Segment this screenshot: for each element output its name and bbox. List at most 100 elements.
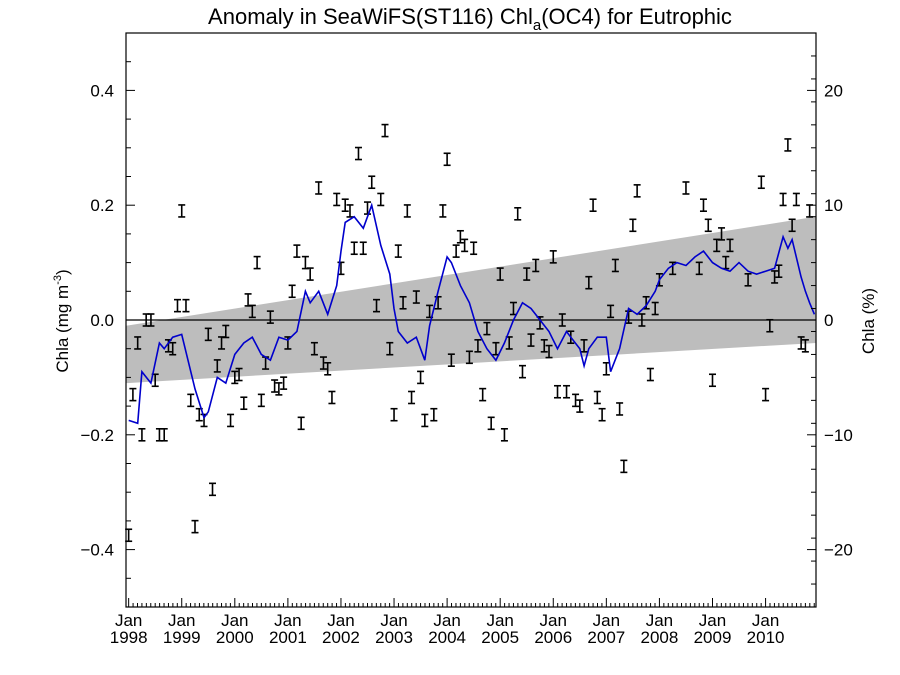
x-tick-label-month: Jan — [540, 611, 567, 630]
anomaly-point — [253, 255, 261, 270]
anomaly-point — [301, 255, 309, 270]
x-tick-label-month: Jan — [115, 611, 142, 630]
anomaly-point — [616, 402, 624, 416]
smoothed-line-path — [128, 202, 816, 425]
anomaly-point — [443, 152, 451, 167]
x-tick-label-month: Jan — [752, 611, 779, 630]
anomaly-point — [381, 123, 389, 138]
x-tick-label-month: Jan — [168, 611, 195, 630]
anomaly-point — [390, 407, 398, 422]
anomaly-point — [682, 181, 690, 195]
anomaly-point — [447, 353, 455, 367]
anomaly-point — [465, 350, 473, 365]
x-tick-label-month: Jan — [274, 611, 301, 630]
anomaly-point — [479, 387, 487, 402]
anomaly-point — [408, 390, 416, 405]
x-tick-label-month: Jan — [433, 611, 460, 630]
anomaly-point — [386, 341, 394, 356]
y-axis-label-left: Chla (mg m-3) — [52, 269, 72, 372]
anomaly-point — [806, 204, 814, 218]
anomaly-point — [620, 459, 628, 474]
anomaly-point — [235, 367, 243, 382]
anomaly-point — [704, 218, 712, 233]
anomaly-point — [209, 482, 217, 497]
right-tick-label: 20 — [824, 81, 843, 100]
anomaly-point — [231, 370, 239, 385]
anomaly-point — [412, 290, 420, 304]
x-tick-label-year: 2001 — [269, 628, 307, 647]
anomaly-point — [593, 390, 601, 405]
right-tick-label: 10 — [824, 196, 843, 215]
x-tick-label-year: 2005 — [481, 628, 519, 647]
anomaly-point — [187, 393, 195, 408]
anomaly-point — [204, 327, 212, 342]
anomaly-point — [638, 313, 646, 327]
anomaly-point — [718, 227, 726, 241]
right-tick-label: −20 — [824, 541, 853, 560]
anomaly-point — [585, 275, 593, 290]
anomaly-point — [576, 399, 584, 413]
anomaly-point — [549, 250, 557, 264]
anomaly-point — [779, 192, 787, 207]
x-tick-label-month: Jan — [327, 611, 354, 630]
anomaly-point — [744, 273, 752, 287]
anomaly-point — [399, 295, 407, 310]
anomaly-point — [775, 264, 783, 279]
anomaly-point — [607, 304, 615, 319]
anomaly-point — [572, 393, 580, 408]
anomaly-point — [709, 373, 716, 388]
anomaly-point — [788, 218, 796, 233]
anomaly-point — [147, 313, 155, 327]
anomaly-point — [792, 192, 800, 207]
anomaly-point — [487, 416, 495, 431]
chart-title: Anomaly in SeaWiFS(ST116) Chla(OC4) for … — [208, 4, 732, 34]
anomaly-point — [173, 298, 181, 313]
anomaly-point — [496, 267, 504, 281]
anomaly-point — [540, 339, 548, 353]
anomaly-point — [726, 238, 734, 253]
anomaly-point — [244, 293, 252, 307]
anomaly-point — [699, 198, 707, 212]
left-tick-label: −0.4 — [80, 541, 114, 560]
anomaly-point — [373, 298, 381, 313]
left-tick-label: 0.4 — [90, 81, 114, 100]
anomaly-point — [275, 382, 283, 396]
anomaly-point — [558, 313, 566, 327]
anomaly-point — [633, 184, 641, 198]
anomaly-point — [169, 341, 177, 356]
trend-confidence-band — [126, 216, 816, 384]
anomaly-point — [377, 192, 385, 207]
anomaly-point — [350, 241, 358, 256]
anomaly-point — [333, 192, 341, 207]
anomaly-point — [288, 284, 296, 299]
anomaly-point — [563, 384, 571, 399]
x-tick-label-month: Jan — [221, 611, 248, 630]
anomaly-point — [514, 207, 522, 221]
x-tick-label-year: 2006 — [534, 628, 572, 647]
anomaly-point — [182, 298, 190, 313]
x-tick-label-year: 2004 — [428, 628, 466, 647]
anomaly-point — [240, 396, 248, 411]
anomaly-point — [801, 339, 809, 353]
anomaly-point — [611, 258, 619, 273]
x-tick-label-year: 2003 — [375, 628, 413, 647]
anomaly-point — [315, 181, 323, 195]
x-tick-label-month: Jan — [486, 611, 513, 630]
anomaly-point — [532, 258, 540, 273]
anomaly-point — [757, 175, 765, 190]
anomaly-point — [368, 175, 376, 190]
anomaly-point — [341, 198, 349, 212]
anomaly-point — [134, 336, 142, 350]
anomaly-point — [695, 261, 703, 276]
x-tick-label-year: 1998 — [110, 628, 148, 647]
anomaly-point — [784, 138, 792, 152]
anomaly-point — [461, 238, 469, 253]
anomaly-point — [155, 427, 163, 442]
anomaly-point — [346, 204, 354, 218]
anomaly-point — [430, 407, 438, 422]
anomaly-point — [545, 344, 553, 359]
anomaly-point — [178, 204, 186, 218]
anomaly-point — [651, 301, 659, 316]
anomaly-point — [439, 204, 447, 218]
